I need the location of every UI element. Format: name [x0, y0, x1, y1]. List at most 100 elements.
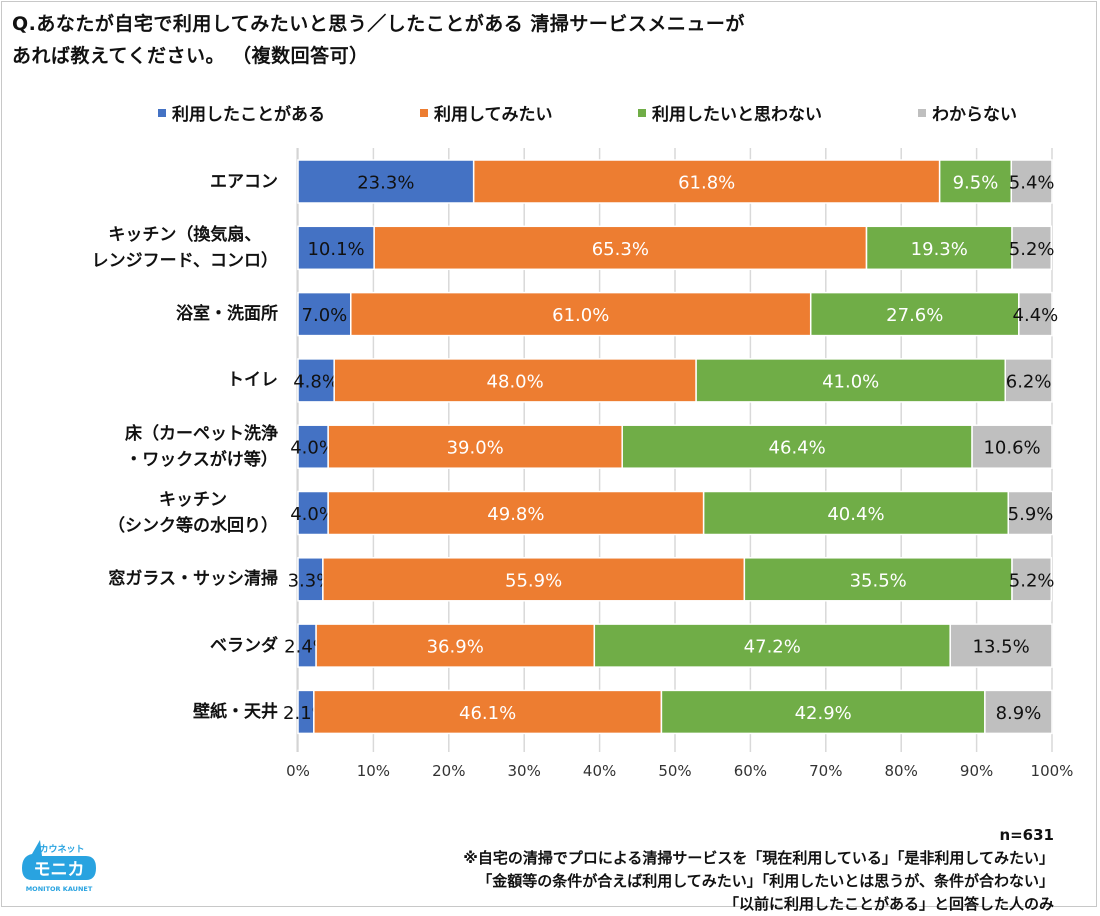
data-label: 5.4% [1009, 173, 1055, 194]
legend-item-used: 利用したことがある [158, 100, 325, 125]
data-label: 65.3% [592, 239, 649, 260]
title-line-2: あれば教えてください。 （複数回答可） [12, 45, 369, 67]
svg-text:MONITOR KAUNET: MONITOR KAUNET [26, 885, 93, 893]
category-label-line: 床（カーペット洗浄 [125, 423, 278, 444]
category-label: キッチン（換気扇、 レンジフード、コンロ） [92, 222, 278, 274]
bar-segment [660, 689, 986, 735]
legend-label-unknown: わからない [932, 105, 1017, 125]
legend-label-want: 利用してみたい [434, 105, 553, 125]
category-label: 窓ガラス・サッシ清掃 [108, 566, 278, 592]
legend-swatch-unknown [918, 108, 926, 117]
legend: 利用したことがある 利用してみたい 利用したいと思わない わからない [0, 100, 1100, 126]
bar-segment [297, 424, 329, 469]
bar-segment [1007, 490, 1054, 536]
data-label: 4.4% [1013, 305, 1059, 326]
x-tick-label: 50% [658, 762, 692, 780]
data-label: 40.4% [827, 504, 884, 525]
legend-swatch-not-want [638, 108, 646, 117]
chart-title: Q.あなたが自宅で利用してみたいと思う／したことがある 清掃サービスメニューが … [12, 8, 745, 72]
data-label: 55.9% [505, 570, 562, 591]
bar-segment [1010, 159, 1053, 204]
data-label: 35.5% [850, 570, 907, 591]
bar-segment [297, 490, 329, 536]
legend-swatch-used [158, 108, 166, 117]
category-label-line: 窓ガラス・サッシ清掃 [108, 569, 278, 590]
data-label: 48.0% [487, 371, 544, 392]
bar-segment [1011, 225, 1052, 271]
x-tick-label: 20% [432, 762, 466, 780]
category-label-line: ベランダ [210, 635, 278, 656]
legend-label-not-want: 利用したいと思わない [652, 105, 822, 125]
category-label: トイレ [227, 367, 278, 393]
data-label: 27.6% [886, 305, 943, 326]
x-tick-label: 0% [286, 762, 310, 780]
category-label: エアコン [210, 169, 278, 195]
data-label: 49.8% [487, 504, 544, 525]
data-label: 47.2% [744, 637, 801, 658]
x-tick-label: 70% [809, 762, 843, 780]
bar-segment [984, 689, 1053, 735]
bar-segment [297, 291, 352, 337]
bar-segment [373, 225, 868, 271]
data-label: 5.2% [1009, 570, 1055, 591]
data-label: 42.9% [795, 703, 852, 724]
category-label-line: エアコン [210, 171, 278, 192]
data-label: 23.3% [357, 173, 414, 194]
bar-segment [1018, 291, 1053, 337]
monitor-kaunet-logo: カウネット モニカ MONITOR KAUNET [14, 838, 104, 898]
sample-size: n=631 [999, 826, 1054, 844]
data-label: 8.9% [996, 703, 1042, 724]
data-label: 4.0% [290, 504, 336, 525]
data-label: 5.2% [1009, 239, 1055, 260]
bar-segment [297, 159, 475, 204]
data-label: 10.6% [983, 438, 1040, 459]
note-line-3: 「以前に利用したことがある」と回答した人のみ [723, 895, 1054, 913]
bar-segment [809, 291, 1020, 337]
legend-item-not-want: 利用したいと思わない [638, 100, 822, 125]
category-label-line: 浴室・洗面所 [176, 304, 278, 325]
x-tick-label: 60% [733, 762, 768, 780]
legend-label-used: 利用したことがある [172, 105, 325, 125]
bar-segment [297, 358, 335, 403]
data-label: 3.3% [288, 570, 334, 591]
category-label: ベランダ [210, 633, 278, 659]
title-line-1: Q.あなたが自宅で利用してみたいと思う／したことがある 清掃サービスメニューが [12, 13, 745, 35]
data-label: 46.4% [769, 438, 826, 459]
bar-segment [297, 225, 375, 271]
x-tick-label: 30% [507, 762, 541, 780]
bar-segment [621, 424, 973, 469]
bar-segment [702, 490, 1010, 536]
bar-segment [971, 424, 1053, 469]
data-label: 41.0% [822, 371, 879, 392]
note-line-1: ※自宅の清掃でプロによる清掃サービスを「現在利用している」「是非利用してみたい」 [463, 849, 1054, 867]
x-tick-label: 80% [884, 762, 918, 780]
data-label: 19.3% [911, 239, 968, 260]
x-tick-label: 40% [582, 762, 617, 780]
category-label-line: キッチン [159, 490, 227, 510]
data-label: 4.0% [290, 438, 336, 459]
category-label-line: レンジフード、コンロ） [91, 250, 278, 271]
category-label: キッチン （シンク等の水回り） [108, 487, 278, 539]
bar-segment [593, 623, 951, 668]
data-label: 36.9% [427, 637, 484, 658]
category-label-line: トイレ [227, 370, 278, 391]
bar-segment [297, 557, 324, 602]
data-label: 7.0% [302, 305, 348, 326]
bar-segment [327, 490, 705, 536]
note-line-2: 「金額等の条件が合えば利用してみたい」「利用したいとは思うが、条件が合わない」 [477, 872, 1054, 890]
bar-segment [1004, 358, 1053, 403]
bar-segment [350, 291, 812, 337]
category-label-line: （シンク等の水回り） [108, 516, 278, 536]
category-label-line: ・ワックスがけ等） [125, 449, 278, 470]
category-label: 壁紙・天井 [193, 699, 278, 725]
legend-item-want: 利用してみたい [420, 100, 553, 125]
svg-text:モニカ: モニカ [34, 860, 85, 880]
data-label: 9.5% [953, 173, 999, 194]
category-label-line: 壁紙・天井 [193, 701, 278, 722]
data-label: 5.9% [1008, 504, 1054, 525]
legend-item-unknown: わからない [918, 100, 1017, 125]
bar-segment [315, 623, 596, 668]
bar-segment [743, 557, 1013, 602]
